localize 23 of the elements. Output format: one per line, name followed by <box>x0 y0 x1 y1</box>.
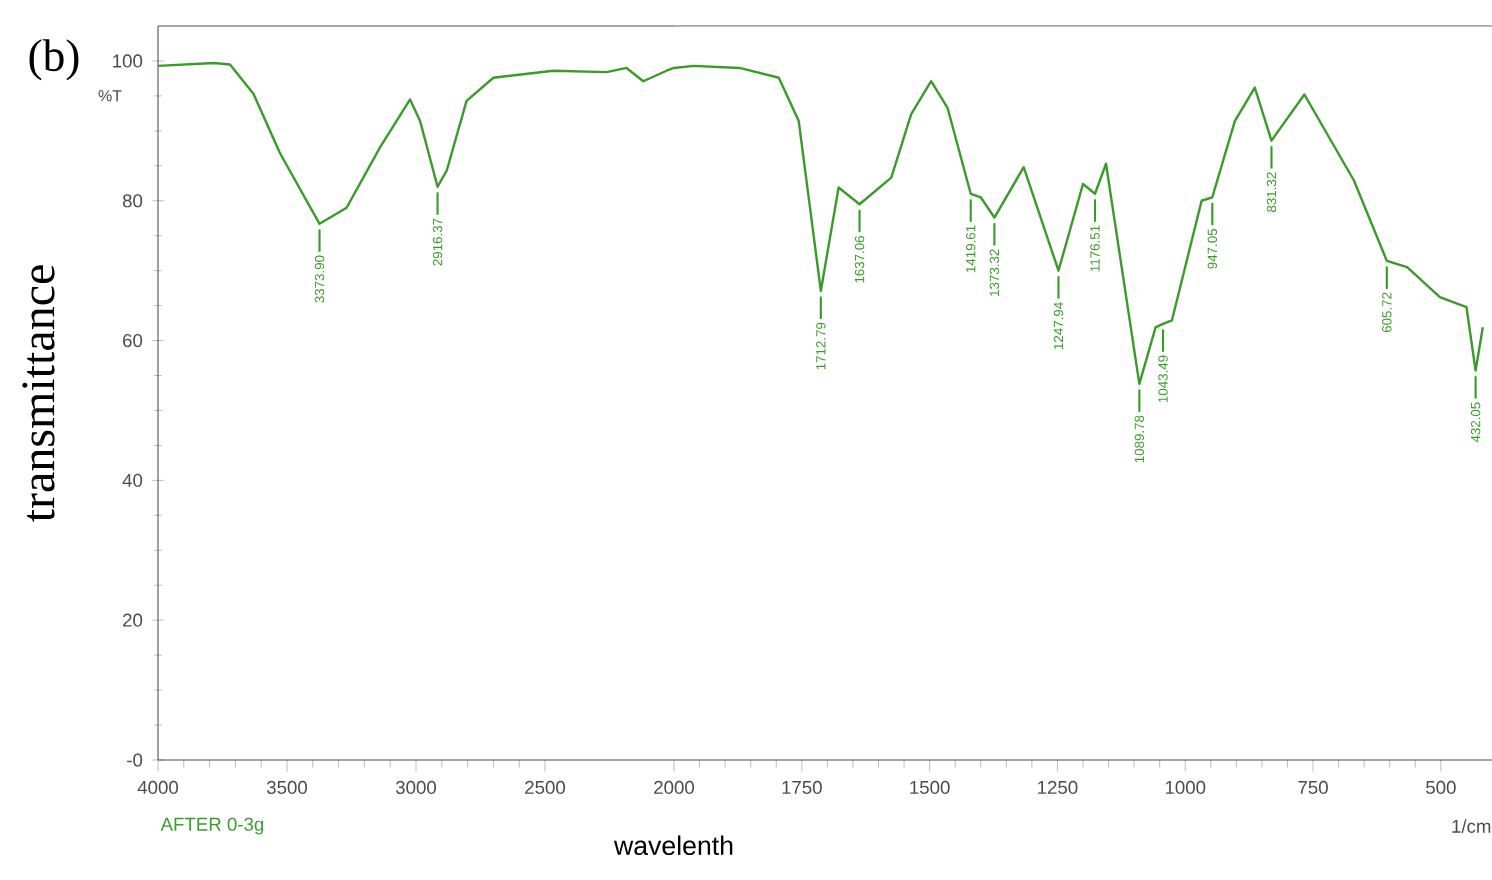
text: AFTER 0-3g <box>160 817 264 835</box>
y-axis-title: transmittance <box>22 265 55 522</box>
text: (b) <box>29 39 79 81</box>
y-tick-label: -0 <box>127 753 143 767</box>
y-tick-label: 20 <box>123 613 143 627</box>
x-axis-title: wavelenth <box>613 835 733 856</box>
x-tick-label: 2000 <box>654 780 695 794</box>
x-tick-label: 2500 <box>525 780 566 794</box>
text: %T <box>98 90 122 102</box>
y-tick-label: 40 <box>122 473 143 487</box>
x-tick-label: 1750 <box>782 780 822 794</box>
x-tick-label: 1000 <box>1165 780 1206 794</box>
x-tick-label: 3500 <box>266 780 308 794</box>
x-tick-label: 1250 <box>1038 780 1078 794</box>
x-tick-label: 4000 <box>137 780 179 794</box>
x-tick-label: 1500 <box>910 780 950 794</box>
y-tick-label: 60 <box>123 333 143 348</box>
y-tick-label: 100 <box>113 54 143 68</box>
text: 1/cm <box>1452 819 1491 833</box>
x-tick-label: 3000 <box>395 780 437 794</box>
x-tick-label: 750 <box>1298 780 1328 794</box>
y-tick-label: 80 <box>122 194 143 208</box>
x-tick-label: 500 <box>1426 780 1456 794</box>
